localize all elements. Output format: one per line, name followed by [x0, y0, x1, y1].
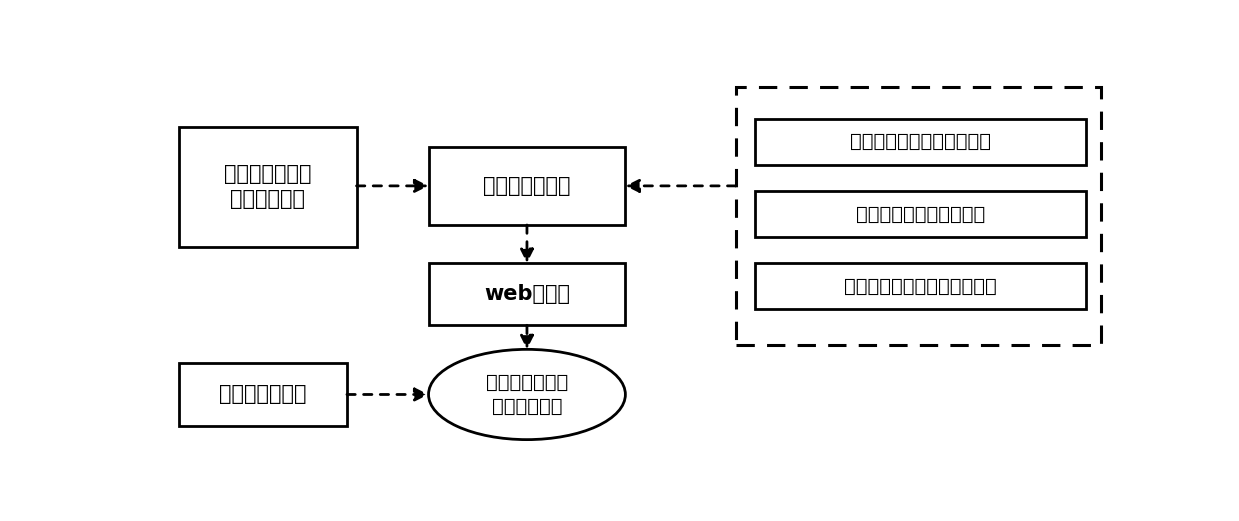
Bar: [755, 191, 1087, 237]
Bar: [755, 263, 1087, 309]
Bar: [755, 119, 1087, 165]
Bar: [429, 263, 626, 325]
Bar: [736, 86, 1100, 345]
Bar: [429, 147, 626, 225]
Text: 危化品公路运输
信息采集装置: 危化品公路运输 信息采集装置: [224, 165, 311, 209]
Text: 资料管理服务器: 资料管理服务器: [483, 176, 571, 196]
Bar: [178, 364, 347, 426]
Text: 危化品运输车辆数据库服务器: 危化品运输车辆数据库服务器: [844, 277, 997, 296]
Text: 危化品基础数据库服务器: 危化品基础数据库服务器: [856, 204, 985, 224]
Text: 二维码解码装置: 二维码解码装置: [219, 384, 306, 404]
Text: 基于危化品运输
车辆的二维码: 基于危化品运输 车辆的二维码: [486, 373, 569, 416]
Text: 驾押人员信息数据库服务器: 驾押人员信息数据库服务器: [850, 132, 991, 151]
Ellipse shape: [429, 350, 626, 440]
Text: web服务器: web服务器: [484, 284, 570, 304]
Bar: [178, 127, 357, 247]
